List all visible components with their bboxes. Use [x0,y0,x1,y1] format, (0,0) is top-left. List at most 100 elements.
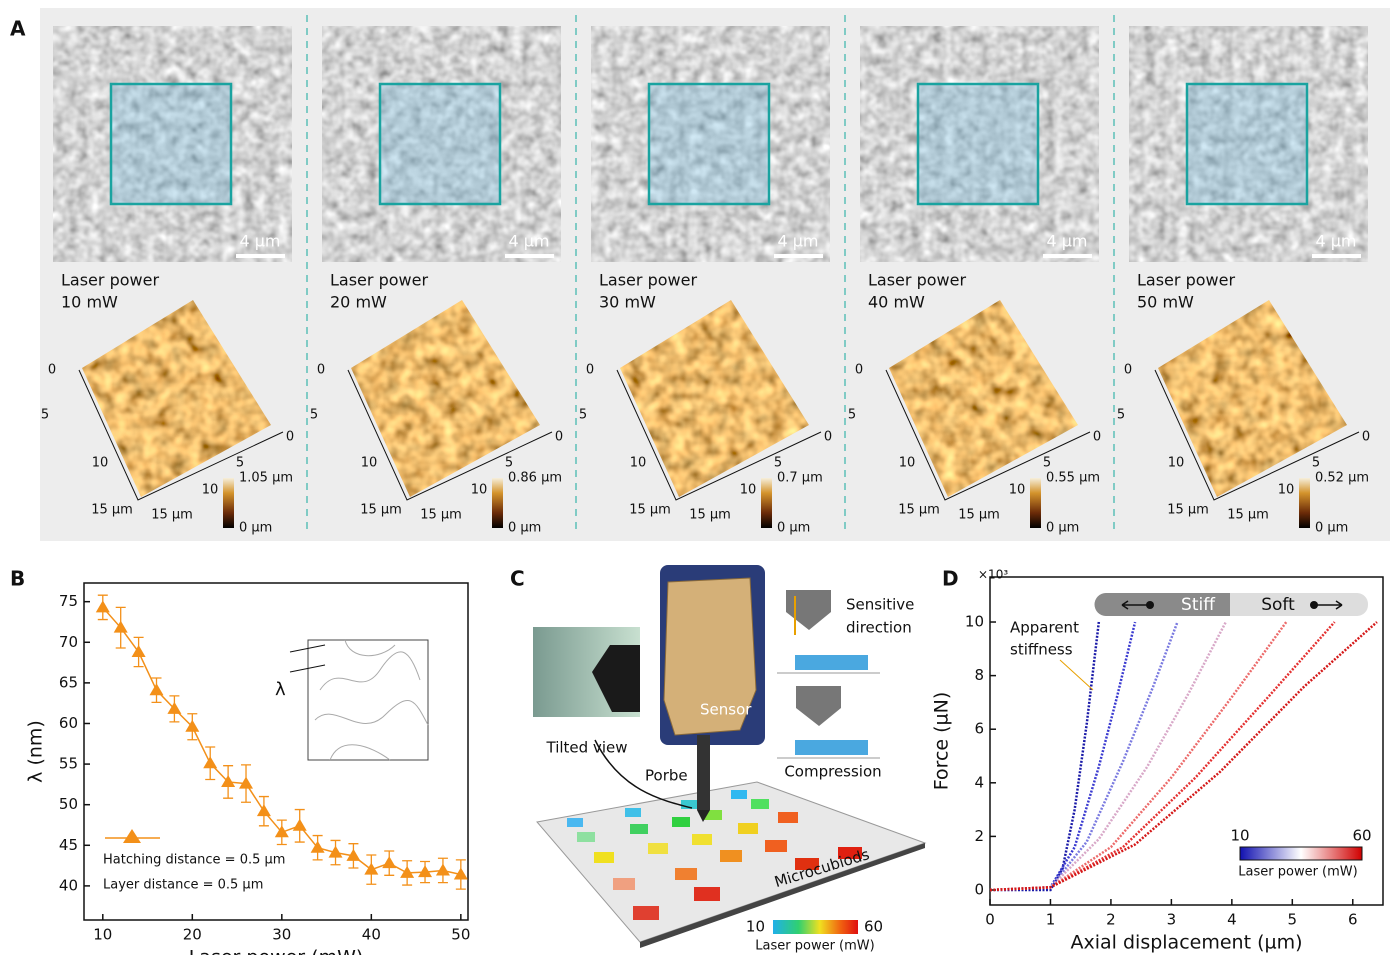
colorbar-tick: 10 [1230,827,1249,845]
y-tick-label: 65 [59,673,78,691]
dot [1310,601,1318,609]
legend-text: Hatching distance = 0.5 µm [103,853,285,868]
marker [203,756,217,768]
afm-axis-end: 15 µm [958,508,1000,523]
annotation: stiffness [1010,641,1073,659]
sem-image: 4 µm [860,26,1099,262]
afm-tick: 5 [774,456,782,471]
y-axis-label: Force (µN) [931,692,953,791]
height-min: 0 µm [1315,521,1348,536]
afm-tick: 5 [236,456,244,471]
colorbar-tick: 60 [1352,827,1371,845]
probe-icon [796,686,841,726]
legend-marker [123,829,141,843]
y-tick-label: 2 [974,827,984,845]
height-max: 1.05 µm [239,471,293,486]
height-max: 0.86 µm [508,471,562,486]
x-tick-label: 2 [1106,911,1116,929]
afm-axis-end: 15 µm [151,508,193,523]
caption: Laser power [599,271,697,290]
y-tick-label: 60 [59,714,78,732]
annotation: Apparent [1010,619,1079,637]
caption: Laser power [1137,271,1235,290]
marker [96,600,110,612]
afm-tick: 0 [824,430,832,445]
colorbar-label: Laser power (mW) [755,939,874,954]
afm-axis-end: 15 µm [1227,508,1269,523]
sem-image: 4 µm [591,26,830,262]
dot [1146,601,1154,609]
afm-tick: 0 [586,363,594,378]
afm-tick: 0 [286,430,294,445]
afm-tick: 5 [848,408,856,423]
legend-text: Layer distance = 0.5 µm [103,878,263,893]
panel-label: A [10,17,26,41]
y-tick-label: 6 [974,720,984,738]
power-label: 30 mW [599,293,656,312]
x-tick-label: 20 [183,926,202,944]
panel-c: Sensor Tilted view Porbe Microcubiods Se… [533,565,925,954]
region-box [918,84,1038,204]
afm-axis-end: 15 µm [91,503,133,518]
afm-axis-end: 15 µm [689,508,731,523]
x-axis-label: Axial displacement (µm) [1071,932,1303,954]
x-tick-label: 10 [93,926,112,944]
afm-tick: 10 [740,483,757,498]
afm-tick: 0 [1362,430,1370,445]
scale-bar-label: 4 µm [508,232,549,251]
label: Porbe [645,767,688,785]
panel-label: D [942,567,959,591]
afm-tick: 5 [1043,456,1051,471]
y-tick-label: 75 [59,592,78,610]
marker [293,819,307,831]
x-axis-label: Laser power (mW) [189,947,364,955]
sem-image: 4 µm [53,26,292,262]
curve [990,622,1177,890]
marker [132,645,146,657]
sem-image: 4 µm [1129,26,1368,262]
y-tick-label: 4 [974,773,984,791]
y-tick-label: 50 [59,795,78,813]
x-tick-label: 4 [1227,911,1237,929]
colorbar [1240,847,1362,860]
y-tick-label: 8 [974,666,984,684]
block [795,740,868,755]
x-tick-label: 5 [1288,911,1298,929]
region-box [649,84,769,204]
marker [436,863,450,875]
region-box [111,84,231,204]
probe [697,735,710,810]
x-tick-label: 30 [272,926,291,944]
label: Sensitive [846,596,914,614]
height-colorbar [492,478,503,528]
caption: Laser power [868,271,966,290]
afm-tick: 0 [1124,363,1132,378]
afm-axis-end: 15 µm [898,503,940,518]
curve [990,622,1099,890]
marker [400,866,414,878]
afm-tick: 10 [92,456,109,471]
figure: A B C D 4 µm Laser power 10 mW 0 5 10 0 5 10 15 µ… [0,0,1399,955]
afm-tick: 5 [505,456,513,471]
label: Compression [784,763,881,781]
panel-label: B [10,567,25,591]
region-box [1187,84,1307,204]
height-min: 0 µm [239,521,272,536]
height-colorbar [761,478,772,528]
afm-tick: 10 [1278,483,1295,498]
scale-bar-label: 4 µm [1315,232,1356,251]
afm-axis-end: 15 µm [629,503,671,518]
height-max: 0.55 µm [1046,471,1100,486]
afm-axis-end: 15 µm [1167,503,1209,518]
x-tick-label: 3 [1167,911,1177,929]
panel-label: C [510,567,525,591]
power-label: 10 mW [61,293,118,312]
afm-tick: 0 [317,363,325,378]
y-tick-label: 10 [965,613,984,631]
height-colorbar [223,478,234,528]
height-min: 0 µm [777,521,810,536]
power-label: 50 mW [1137,293,1194,312]
colorbar-tick: 10 [746,918,765,936]
afm-tick: 5 [1117,408,1125,423]
afm-tick: 10 [1009,483,1026,498]
